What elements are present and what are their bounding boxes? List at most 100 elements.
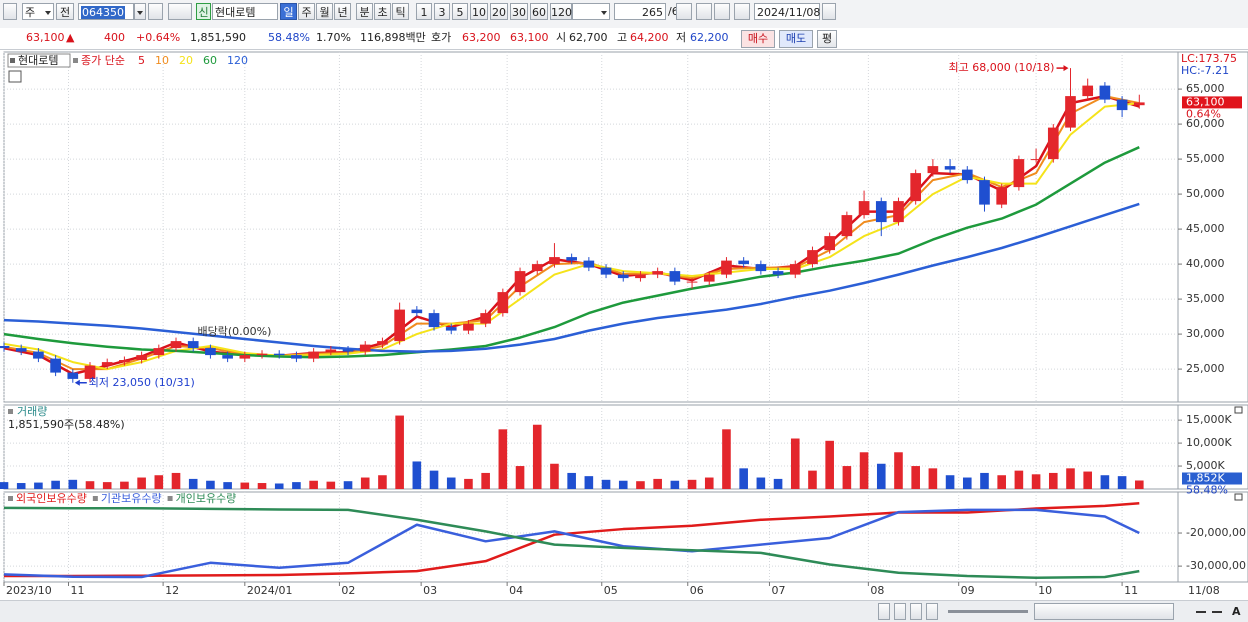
candle-body <box>669 271 681 282</box>
volume-bar <box>584 476 594 489</box>
volume-bar <box>808 470 817 489</box>
candle-body <box>153 348 165 356</box>
volume-bar <box>292 482 301 489</box>
empty-select[interactable] <box>572 3 610 20</box>
tool-icon[interactable] <box>676 3 692 20</box>
zoom-slider[interactable] <box>948 610 1028 613</box>
calendar-button[interactable] <box>822 3 836 20</box>
moving-average-line <box>3 202 1140 353</box>
code-dropdown[interactable] <box>134 3 146 20</box>
volume-bar <box>842 466 852 489</box>
candle-body <box>394 309 405 342</box>
name-input[interactable]: 현대로템 <box>212 3 278 20</box>
interval-button[interactable]: 1 <box>416 3 432 20</box>
nav-button[interactable] <box>910 603 922 620</box>
window-icon[interactable] <box>3 3 17 20</box>
y-tick-label: 40,000 <box>1186 257 1225 270</box>
volume-bar <box>360 477 370 489</box>
legend-entry: 120 <box>227 54 248 67</box>
candle-body <box>377 341 388 345</box>
interval-button[interactable]: 120 <box>550 3 572 20</box>
settings-icon[interactable] <box>734 3 750 20</box>
badge: 신 <box>196 3 211 20</box>
volume-bar <box>446 477 456 489</box>
tool-icon[interactable] <box>696 3 712 20</box>
avg-button[interactable]: 평 <box>817 30 837 48</box>
interval-button[interactable]: 30 <box>510 3 528 20</box>
period-button[interactable]: 월 <box>316 3 333 20</box>
last-volume-ratio: 58.48% <box>1186 483 1228 496</box>
panel-title: 거래량 <box>17 405 47 418</box>
volume-bar <box>618 480 628 489</box>
candle-body <box>738 260 749 265</box>
period-button[interactable]: 주 <box>298 3 315 20</box>
candle-body <box>1133 102 1145 106</box>
candle-body <box>205 348 216 356</box>
bid: 63,100 <box>510 31 549 44</box>
holding-line <box>3 508 1140 579</box>
interval-button[interactable]: 20 <box>490 3 508 20</box>
candle-body <box>807 250 818 265</box>
volume-bar <box>102 482 112 489</box>
scope-button[interactable]: 전 <box>56 3 74 20</box>
high-label: 고 <box>617 31 628 44</box>
nav-button[interactable] <box>878 603 890 620</box>
period-button[interactable]: 초 <box>374 3 391 20</box>
interval-button[interactable]: 10 <box>470 3 488 20</box>
y-tick-label: 35,000 <box>1186 292 1225 305</box>
search-button[interactable] <box>148 3 163 20</box>
volume-bar <box>704 477 714 489</box>
tool-icon[interactable] <box>714 3 730 20</box>
tool-strip[interactable] <box>1034 603 1174 620</box>
nav-button[interactable] <box>926 603 938 620</box>
code: 064350 <box>81 6 125 19</box>
period-button[interactable]: 틱 <box>392 3 409 20</box>
interval-button[interactable]: 60 <box>530 3 548 20</box>
period-button[interactable]: 년 <box>334 3 351 20</box>
volume-ratio: 58.48% <box>268 31 310 44</box>
zoom-in[interactable] <box>1212 611 1222 613</box>
candle-body <box>187 341 199 349</box>
sound-button[interactable] <box>168 3 192 20</box>
candle-body <box>1116 99 1128 111</box>
interval-button[interactable]: 3 <box>434 3 450 20</box>
volume-bar <box>498 429 508 489</box>
turnover: 1.70% <box>316 31 351 44</box>
interval-button[interactable]: 5 <box>452 3 468 20</box>
buy-button[interactable]: 매수 <box>741 30 775 48</box>
volume-bar <box>756 477 766 489</box>
legend-entry: 10 <box>155 54 169 67</box>
market-select[interactable]: 주 <box>22 3 54 20</box>
zoom-out[interactable] <box>1196 611 1206 613</box>
moving-average-line <box>3 146 1140 359</box>
x-tick-label: 08 <box>870 584 884 597</box>
volume-bar <box>876 463 886 489</box>
font-button[interactable]: A <box>1232 605 1241 618</box>
x-tick-label: 04 <box>509 584 523 597</box>
code-input[interactable]: 064350 <box>78 3 134 20</box>
volume-bar <box>928 468 938 489</box>
sell-button[interactable]: 매도 <box>779 30 813 48</box>
annotation: 최저 23,050 (10/31) <box>89 376 195 389</box>
x-tick-label: 10 <box>1038 584 1052 597</box>
candle-body <box>996 187 1008 205</box>
date-input[interactable]: 2024/11/08 <box>754 3 820 20</box>
nav-button[interactable] <box>894 603 906 620</box>
legend-entry: 20 <box>179 54 193 67</box>
period-button[interactable]: 분 <box>356 3 373 20</box>
candle-body <box>600 267 612 275</box>
candle-body <box>480 313 491 324</box>
candle-body <box>136 355 147 360</box>
candle-body <box>755 264 767 272</box>
period-button[interactable]: 일 <box>280 3 297 20</box>
volume-bar <box>309 480 318 489</box>
count-input[interactable]: 265 <box>614 3 666 20</box>
candle-body <box>119 360 130 363</box>
candle-body <box>772 271 784 275</box>
candle-body <box>342 349 354 352</box>
legend-marker <box>92 496 98 501</box>
candle-body <box>15 348 27 352</box>
volume-bar <box>1031 474 1041 489</box>
x-tick-label: 2023/10 <box>6 584 52 597</box>
